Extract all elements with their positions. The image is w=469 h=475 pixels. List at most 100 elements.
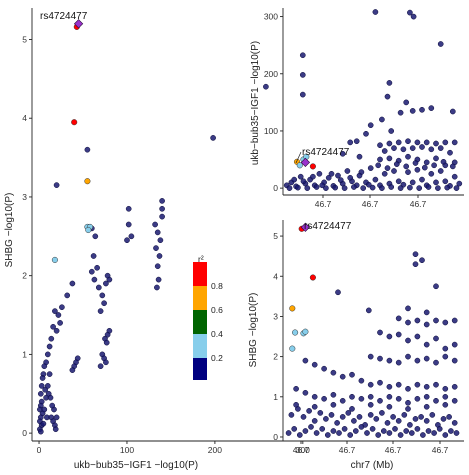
legend-bin-0-2 — [193, 358, 207, 380]
left-snp-point — [91, 276, 98, 283]
br-snp-point — [451, 317, 458, 324]
tr-snp-point — [414, 166, 421, 173]
br-ytick-label: 1 — [273, 392, 278, 402]
tr-snp-point — [300, 178, 307, 185]
tr-snp-point — [344, 168, 351, 174]
br-snp-point — [336, 430, 342, 436]
tr-snp-point — [395, 139, 402, 146]
br-snp-point — [414, 357, 421, 364]
br-ytick-label: 3 — [273, 311, 278, 321]
br-snp-point — [405, 337, 411, 344]
left-snp-point — [52, 426, 59, 433]
br-snp-point — [367, 381, 374, 388]
br-snp-point — [380, 428, 387, 434]
left-snp-point — [152, 221, 158, 228]
tr-ytick-label: 300 — [264, 12, 278, 22]
br-snp-point — [423, 393, 430, 400]
tr-snp-point — [332, 184, 339, 191]
tr-snp-point — [437, 145, 444, 151]
br-snp-point — [375, 432, 382, 438]
tr-snp-point — [295, 184, 301, 191]
left-snp-point — [101, 300, 107, 307]
left-snp-point — [156, 253, 163, 259]
tr-snp-point — [425, 184, 432, 190]
left-y-axis-title: SHBG −log10(P) — [4, 193, 15, 268]
tr-snp-point — [416, 185, 423, 191]
tr-lead-snp-marker — [300, 157, 311, 168]
tr-y-ticks: 0 100 200 300 — [264, 12, 283, 193]
tr-snp-point — [386, 155, 393, 162]
br-snp-point — [395, 359, 402, 366]
br-snp-point — [423, 403, 430, 410]
br-snp-point — [442, 393, 449, 400]
br-snp-point — [358, 377, 365, 384]
br-snp-point — [367, 393, 374, 400]
left-ld-point — [51, 256, 58, 263]
tr-snp-point — [365, 181, 372, 188]
left-snp-point — [57, 320, 63, 326]
br-snp-point — [334, 420, 340, 426]
tr-snp-point — [453, 185, 460, 191]
tr-snp-point — [363, 130, 369, 137]
left-snp-point — [69, 367, 76, 373]
tr-x-ticks: 46.7 46.7 46.7 — [315, 195, 427, 209]
br-snp-point — [412, 251, 419, 258]
left-snp-point — [53, 182, 60, 188]
br-snp-point — [302, 428, 309, 434]
tr-snp-point — [341, 185, 348, 191]
tr-snp-point — [356, 172, 363, 179]
br-snp-point — [405, 353, 411, 360]
br-snp-point — [308, 424, 314, 430]
left-snp-point — [125, 221, 132, 228]
tr-snp-point — [403, 99, 410, 106]
left-ytick-label: 1 — [22, 349, 27, 359]
tr-y-axis-title: ukb−bub35−IGF1 −log10(P) — [250, 41, 261, 165]
left-snp-point — [55, 312, 62, 318]
br-snp-point — [377, 397, 383, 404]
tr-snp-point — [442, 139, 449, 146]
br-snp-point — [395, 395, 402, 402]
left-snp-point — [42, 386, 49, 393]
legend-bin-0-6 — [193, 310, 207, 334]
br-snp-point — [423, 383, 430, 390]
left-snp-point — [41, 363, 48, 370]
br-snp-point — [414, 395, 421, 402]
left-ytick-label: 5 — [22, 34, 27, 44]
left-snp-point — [154, 284, 160, 291]
left-lead-snp-label: rs4724477 — [40, 11, 88, 22]
br-ld-point — [289, 345, 296, 352]
tr-snp-point — [407, 9, 413, 16]
tr-xtick-label: 46.7 — [362, 199, 379, 209]
br-snp-point — [291, 426, 298, 432]
tr-xtick-label: 46.7 — [410, 199, 427, 209]
tr-snp-point — [313, 184, 320, 190]
left-snp-point — [159, 205, 165, 212]
br-ld-point — [292, 329, 299, 336]
br-snp-point — [311, 418, 318, 424]
left-ytick-label: 4 — [22, 113, 27, 123]
br-snp-point — [451, 383, 458, 390]
br-snp-point — [395, 418, 402, 424]
br-snp-point — [433, 335, 439, 342]
tr-snp-point — [351, 184, 357, 190]
left-snp-point — [84, 146, 91, 153]
r2-legend: r² 0.8 0.6 0.4 0.2 — [193, 254, 223, 380]
br-snp-point — [442, 319, 449, 326]
left-snp-point — [46, 343, 53, 350]
tr-snp-point — [440, 158, 447, 165]
br-snp-point — [296, 432, 303, 438]
br-snp-point — [397, 432, 404, 438]
br-snp-point — [379, 410, 385, 416]
left-snp-point — [47, 394, 54, 401]
br-snp-point — [414, 317, 421, 324]
br-snp-point — [425, 428, 432, 434]
br-snp-point — [339, 373, 346, 380]
tr-snp-point — [286, 185, 293, 191]
tr-snp-point — [381, 148, 388, 154]
br-ld-point — [309, 274, 316, 281]
tr-snp-point — [393, 161, 400, 167]
tr-points — [283, 9, 463, 191]
left-snp-point — [153, 245, 159, 251]
left-snp-point — [94, 264, 100, 271]
